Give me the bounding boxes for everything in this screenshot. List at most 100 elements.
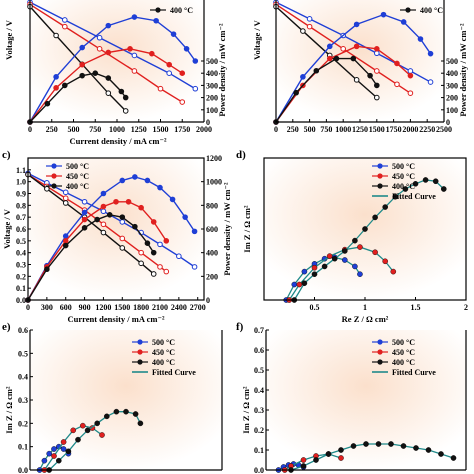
panel-a-plot: 0 250 500 750 1000 1250 1500 1750 20000100200300…: [27, 0, 218, 134]
s400-power-point: [62, 242, 69, 249]
panel-e-label: e): [2, 321, 11, 333]
x-tick-label: 1000: [335, 125, 351, 134]
s450-voltage-point: [306, 23, 313, 30]
x-tick-label: 1500: [153, 125, 169, 134]
panel-b-y2label: Power density / mW cm⁻²: [458, 23, 468, 117]
x-tick-label: 2700: [190, 303, 206, 312]
s450-nyquist-point: [99, 432, 105, 438]
s450-power-point: [353, 43, 360, 50]
x-tick-label: 1250: [131, 125, 147, 134]
y2-tick-label: 500: [206, 57, 218, 66]
y2-tick-label: 200: [206, 272, 218, 281]
x-tick-label: 250: [287, 125, 299, 134]
legend-entry-label: 400 °C: [152, 358, 175, 367]
y2-tick-label: 1000: [206, 178, 222, 187]
x-tick-label: 0: [274, 125, 278, 134]
y-tick-label: 0.8: [16, 201, 26, 210]
s450-voltage-point: [394, 81, 400, 88]
s450-nyquist-point: [357, 244, 363, 250]
s450-voltage-point: [62, 195, 69, 202]
y-tick-label: 0.2: [16, 272, 26, 281]
panel-a-legend: 400 °C: [150, 6, 193, 15]
y-tick-label: 0.4: [16, 249, 26, 258]
s450-power-line: [27, 201, 167, 301]
y-tick-label: 0.9: [16, 190, 26, 199]
legend-s400-marker: [377, 359, 383, 365]
y-tick-label: 0.5: [18, 349, 28, 358]
s450-nyquist-point: [70, 427, 76, 434]
s400-voltage-point: [374, 94, 380, 101]
y-tick-label: 0.5: [254, 366, 264, 375]
s500-power-point: [353, 21, 360, 28]
s400-nyquist-point: [392, 193, 399, 200]
y2-tick-label: 200: [206, 94, 218, 103]
x-tick-label: 0.5: [310, 303, 320, 312]
s500-voltage-point: [192, 85, 199, 92]
s500-power-point: [153, 17, 159, 24]
s450-voltage-point: [138, 249, 144, 256]
s400-nyquist-point: [400, 443, 407, 449]
y-tick-label: 1.1: [16, 166, 26, 175]
x-tick-label: 900: [79, 303, 91, 312]
panel-b-legend: 400 °C: [400, 6, 443, 15]
s400-voltage-point: [62, 200, 69, 206]
s400-power-point: [81, 225, 88, 231]
s400-nyquist-point: [363, 441, 369, 447]
s400-nyquist-point: [422, 177, 429, 183]
s450-voltage-point: [157, 85, 164, 92]
panel-f: f) 0.0 0.1 0.2 0.3 0.4 0.5 0.6 0.7 Im Z / Ω cm²…: [236, 321, 467, 474]
s450-power-point: [125, 198, 132, 205]
x-tick-label: 500: [304, 125, 316, 134]
s400-power-point: [350, 55, 357, 62]
x-tick-label: 2400: [171, 303, 187, 312]
s450-nyquist-point: [60, 439, 67, 445]
x-tick-label: 2: [464, 303, 468, 312]
s400-nyquist-point: [372, 214, 378, 221]
panel-d-xlabel: Re Z / Ω cm²: [342, 314, 389, 324]
x-tick-label: 2500: [436, 125, 452, 134]
s400-nyquist-point: [350, 443, 357, 449]
s400-power-point: [106, 212, 113, 218]
s500-power-point: [119, 177, 126, 184]
s500-power-point: [380, 11, 387, 18]
s450-nyquist-point: [296, 281, 303, 288]
s400-nyquist-point: [440, 186, 447, 192]
legend-entry-label: 400 °C: [66, 182, 89, 191]
s400-nyquist-point: [113, 408, 120, 415]
s500-voltage-point: [81, 198, 88, 205]
s450-power-point: [62, 238, 69, 244]
legend-entry-label: 450 °C: [152, 348, 175, 357]
x-tick-label: 2100: [152, 303, 168, 312]
y-tick-label: 1.0: [16, 178, 26, 187]
s400-nyquist-point: [311, 271, 318, 277]
s450-voltage-point: [131, 68, 138, 74]
s400-voltage-point: [119, 245, 126, 251]
s400-nyquist-point: [84, 427, 91, 434]
s400-power-point: [333, 55, 340, 62]
x-tick-label: 1250: [352, 125, 368, 134]
panel-a-ylabel: Voltage / V: [4, 19, 14, 60]
s450-power-point: [127, 46, 133, 52]
s500-power-point: [157, 184, 163, 191]
s500-voltage-point: [306, 16, 313, 22]
y-tick-label: 0.1: [18, 443, 28, 452]
s400-nyquist-point: [338, 447, 344, 453]
s500-power-point: [131, 14, 138, 20]
y-tick-label: 0.3: [16, 261, 26, 270]
legend-s400-marker: [377, 183, 383, 189]
s500-voltage-point: [427, 79, 434, 85]
x-tick-label: 1.5: [411, 303, 421, 312]
legend-entry-label: 400 °C: [392, 358, 415, 367]
s400-power-point: [132, 223, 138, 230]
y-tick-label: 0.6: [18, 326, 28, 335]
s500-voltage-line: [29, 1, 196, 90]
s500-nyquist-point: [352, 263, 358, 270]
s500-voltage-point: [157, 241, 163, 248]
s400-nyquist-point: [438, 451, 444, 457]
s450-power-point: [53, 85, 59, 91]
panel-e-plot: 0.0 0.1 0.2 0.3 0.4 0.5 0.6: [18, 326, 144, 474]
s450-voltage-point: [340, 46, 347, 52]
s400-nyquist-point: [104, 413, 110, 420]
x-tick-label: 2000: [196, 125, 212, 134]
x-tick-label: 1500: [369, 125, 385, 134]
